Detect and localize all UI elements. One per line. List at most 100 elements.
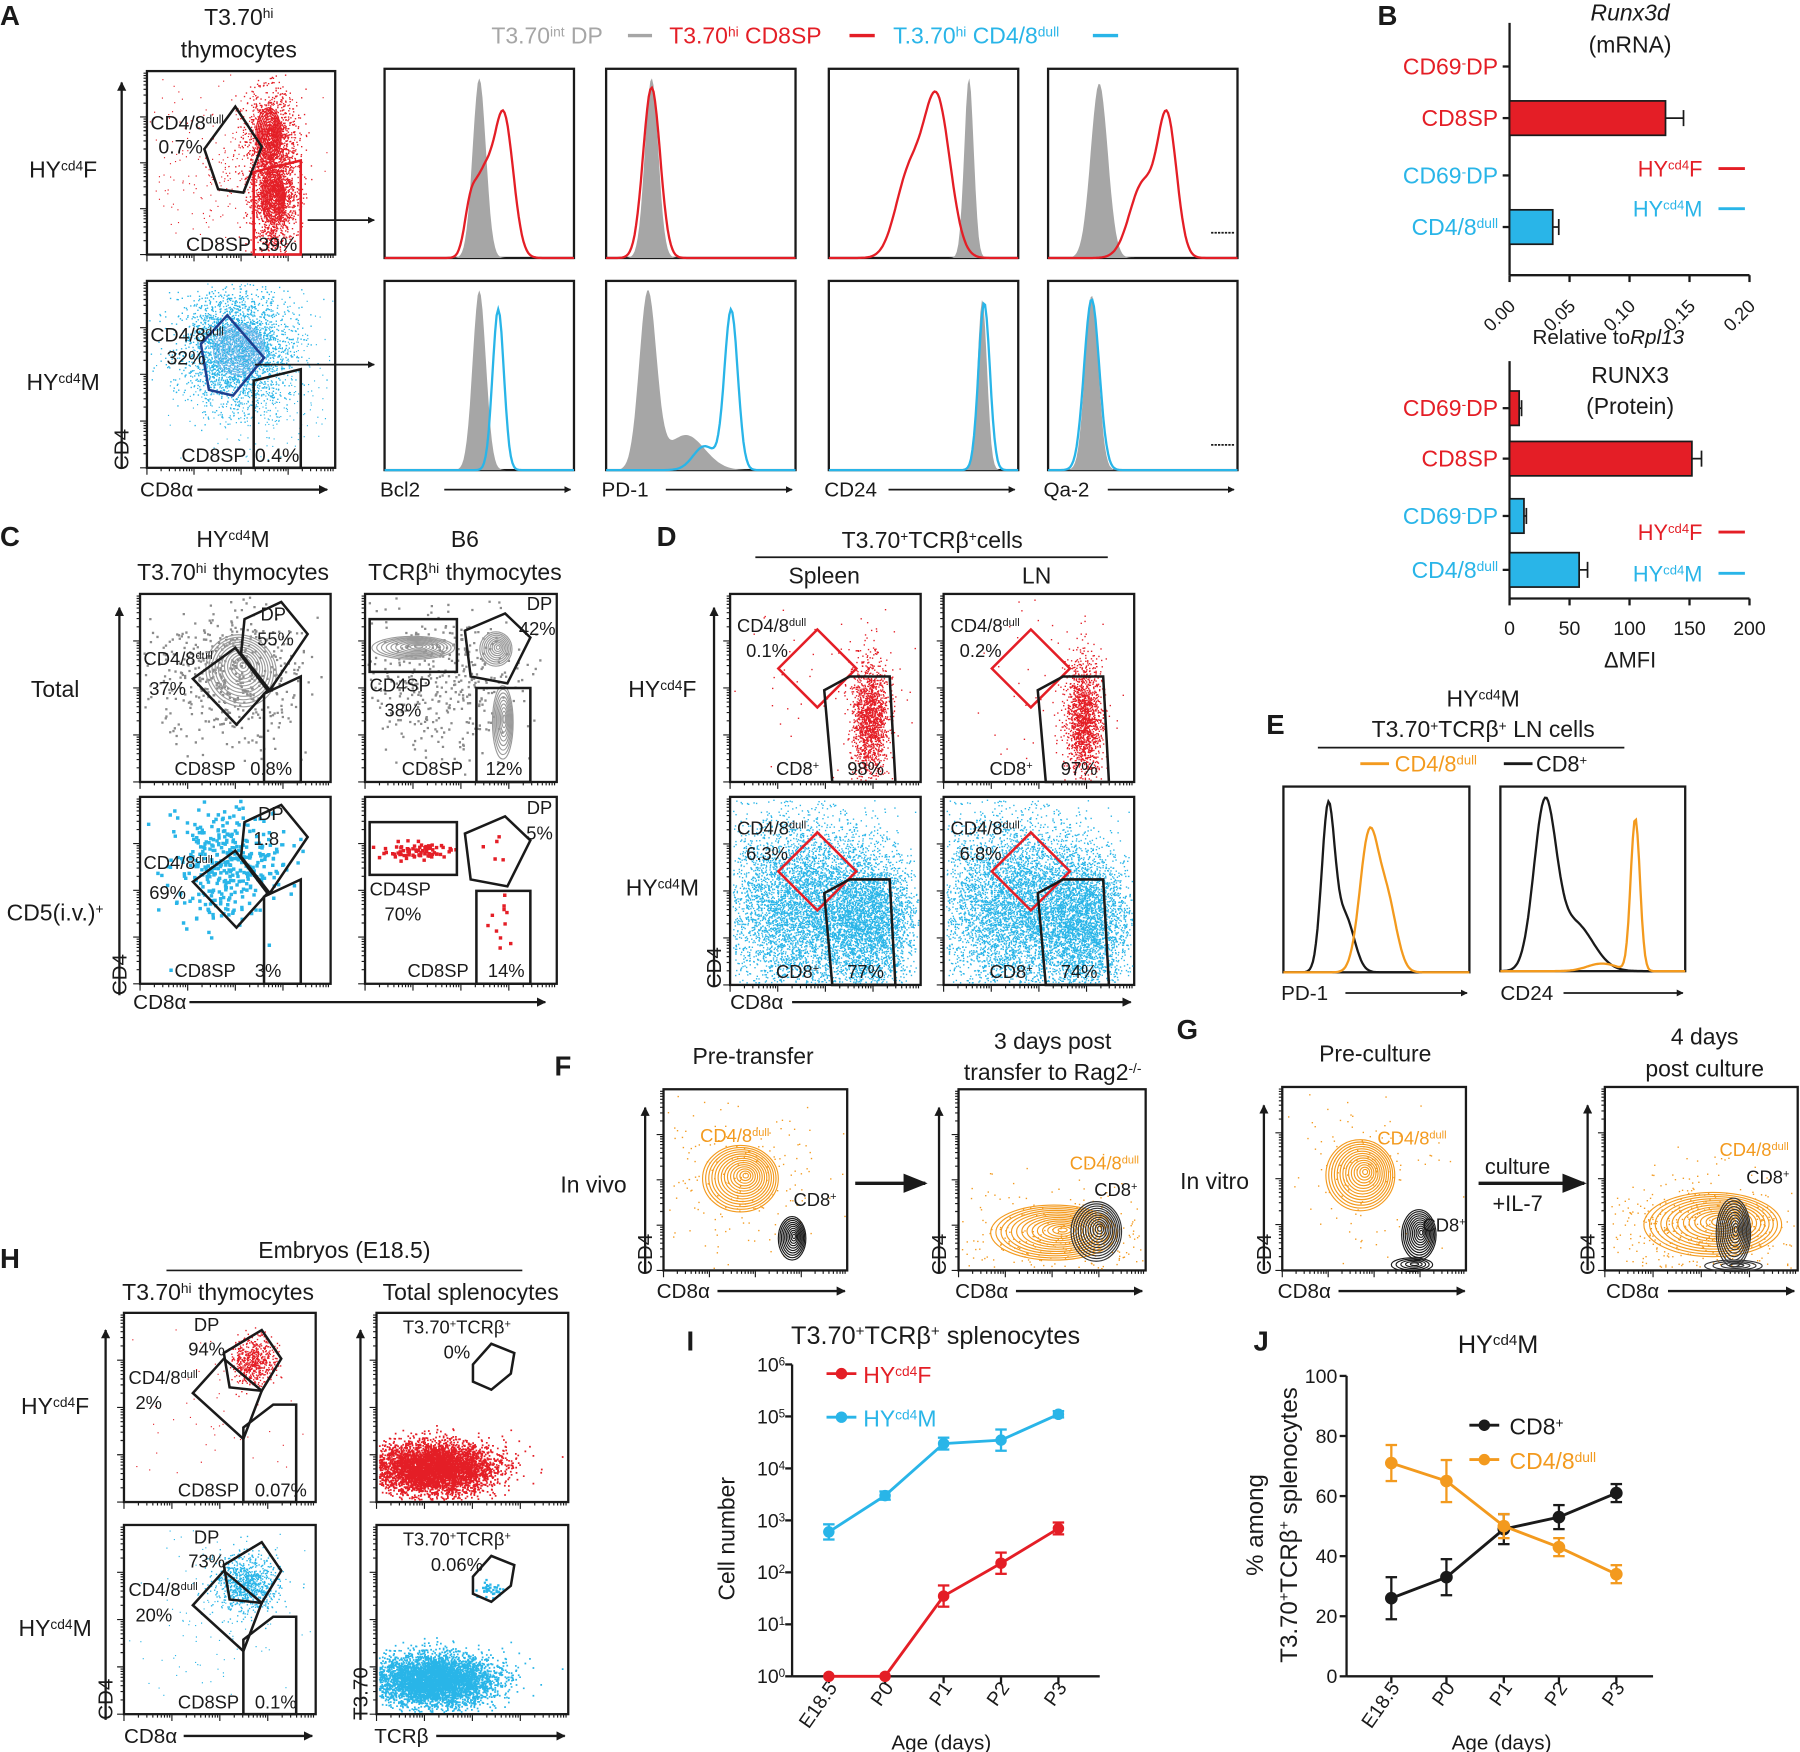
gate-pct: 12% (486, 758, 523, 779)
contour-line (260, 115, 279, 154)
x-tick-label: 50 (1559, 618, 1581, 640)
category-label: CD8SP (1422, 446, 1499, 472)
label: T3.70+TCRβ+ (403, 1317, 511, 1338)
label: CD4/8dull (700, 1125, 769, 1146)
superscript: dull (789, 820, 806, 832)
dot-cloud (146, 799, 305, 972)
contour-line (257, 109, 281, 161)
text-part: CD69 (1403, 54, 1462, 80)
x-axis-label: Age (days) (891, 1732, 991, 1752)
superscript: 1 (779, 1615, 786, 1628)
contour-line (501, 710, 507, 729)
panel-header: HYcd4M (1447, 685, 1520, 711)
contour-line (726, 1161, 761, 1192)
axis-ticks (723, 798, 920, 992)
label: CD8+ (793, 1189, 836, 1210)
contour-line (1347, 1157, 1379, 1190)
text-part: M (1684, 197, 1702, 222)
contour-line (742, 1172, 749, 1179)
panel-letter: A (0, 0, 20, 31)
superscript: int (550, 24, 565, 39)
gate (262, 877, 303, 986)
axis-ticks (140, 282, 334, 475)
column-header: B6 (451, 526, 479, 552)
contour-plot (491, 685, 514, 760)
column-header: T3.70hi thymocytes (122, 1279, 314, 1305)
gate (463, 814, 532, 888)
panel-header: T3.70+TCRβ+ LN cells (1372, 716, 1595, 742)
contour-line (212, 323, 265, 376)
gate (222, 1328, 283, 1393)
x-tick-label: 0.00 (1479, 295, 1519, 335)
contour-line (261, 171, 286, 224)
text-part: CD4/8 (1412, 557, 1477, 583)
text-part: CD4/8 (737, 818, 789, 839)
contour-line (239, 344, 246, 351)
superscript: cd4 (1668, 521, 1689, 536)
column-header: T3.70hi thymocytes (137, 559, 329, 585)
text-part: TCRβ (864, 1322, 930, 1350)
superscript: 2 (779, 1563, 786, 1576)
contour-line (493, 643, 502, 653)
contour-line (780, 1219, 805, 1256)
text-part: TCRβ (908, 527, 968, 553)
contour-line (269, 186, 279, 205)
histogram-line (1283, 825, 1470, 974)
label: CD8+ (1423, 1214, 1466, 1235)
histogram-line (1499, 796, 1686, 973)
contour-line (1016, 1213, 1099, 1250)
dot-cloud (378, 1637, 564, 1714)
text-part: CD4/8 (1395, 752, 1457, 777)
contour-line (489, 639, 505, 657)
contour-line (239, 661, 247, 669)
contour-line (227, 335, 254, 362)
text-part: HY (1633, 561, 1664, 586)
gate (222, 1540, 283, 1605)
row-label: HYcd4M (19, 1615, 92, 1641)
gate-pct: 32% (166, 348, 205, 370)
contour-line (1404, 1213, 1435, 1256)
contour-line (266, 126, 274, 140)
superscript: 3 (779, 1511, 786, 1524)
contour-line (1411, 1221, 1429, 1246)
axis-ticks (133, 798, 330, 991)
x-axis-label: CD8α (730, 991, 783, 1014)
superscript: 5 (779, 1407, 786, 1420)
text-part: CD8SP (739, 23, 822, 49)
contour-line (1339, 1150, 1385, 1198)
contour-plot (1390, 1257, 1434, 1273)
dot-cloud (378, 1424, 564, 1501)
contour-line (483, 634, 510, 663)
superscript: hi (181, 1281, 192, 1296)
text-part: transfer to Rag2 (964, 1059, 1129, 1085)
contour-line (1401, 1209, 1437, 1261)
legend-item: T3.70hi CD8SP (669, 23, 821, 49)
gate (190, 849, 270, 930)
histogram-line (1283, 798, 1470, 974)
superscript: cd4 (58, 370, 81, 385)
superscript: + (450, 1531, 456, 1543)
contour-line (790, 1231, 798, 1242)
contour-line (487, 638, 507, 659)
contour-line (1330, 1143, 1392, 1206)
contour-line (1070, 1201, 1123, 1262)
contour-plot (479, 631, 513, 667)
gate-pct: 3% (255, 960, 282, 981)
gate (190, 646, 270, 727)
contour-line (1726, 1214, 1744, 1247)
histogram-filled (606, 78, 796, 258)
row-label: HYcd4F (29, 157, 97, 183)
gate-pct: 74% (1061, 961, 1098, 982)
superscript: + (900, 529, 908, 544)
text-part: cells (977, 527, 1023, 553)
contour-plot (255, 107, 282, 164)
text-part: CD69 (1403, 395, 1462, 421)
text-part: 10 (757, 1458, 779, 1480)
gate (475, 889, 532, 986)
superscript: - (1462, 55, 1467, 70)
legend-marker (1478, 1419, 1491, 1431)
contour-line (268, 129, 273, 137)
contour-line (705, 1147, 777, 1210)
label: CD4/8dull (1719, 1139, 1788, 1160)
contour-line (708, 1149, 775, 1208)
